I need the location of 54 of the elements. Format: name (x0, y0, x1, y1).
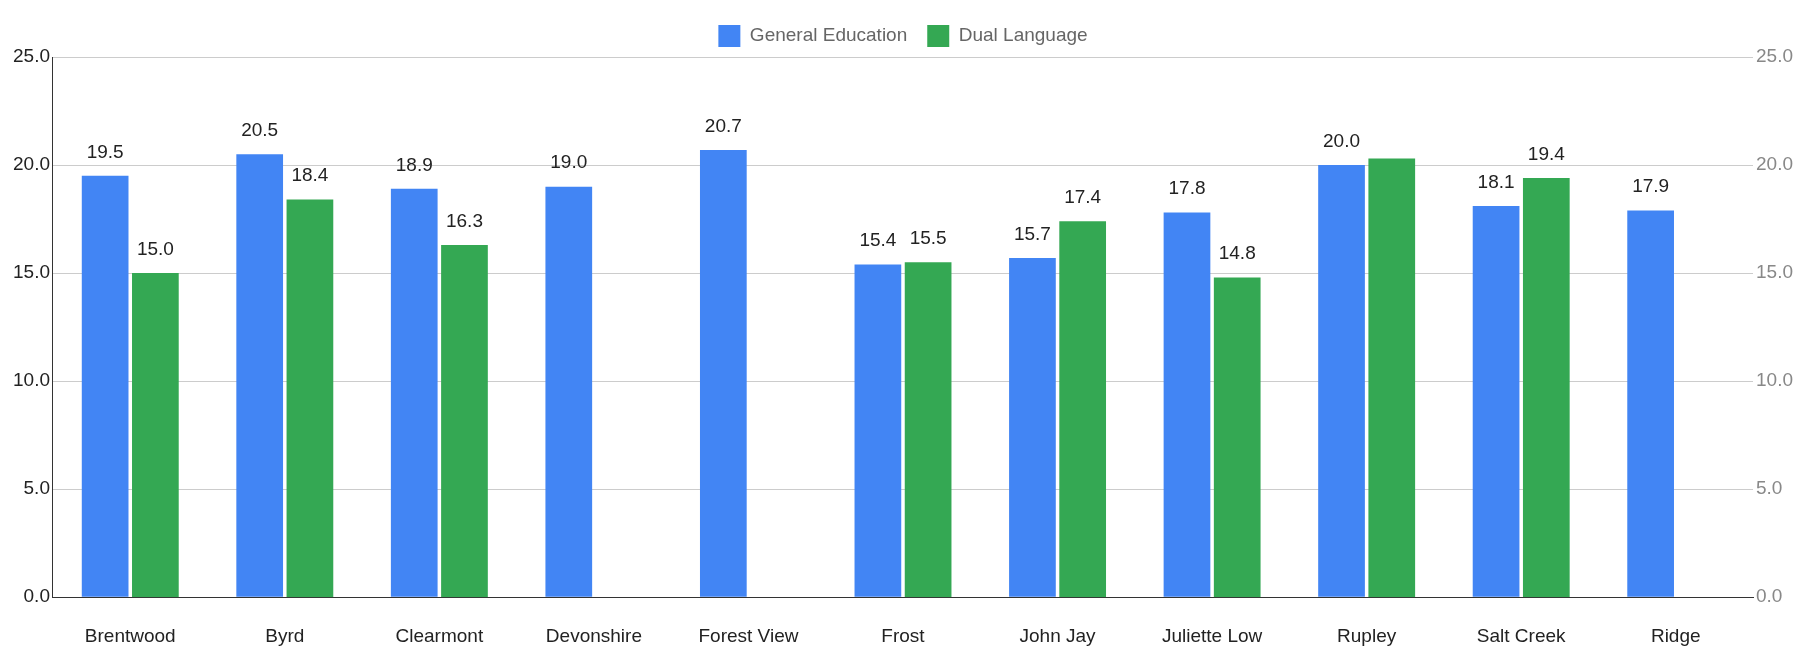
y-tick-label: 20.0 (13, 153, 50, 175)
legend-label: Dual Language (958, 24, 1088, 46)
y-tick-label: 10.0 (13, 369, 50, 391)
y-tick-label: 5.0 (23, 477, 50, 499)
y2-tick-label: 20.0 (1756, 153, 1793, 175)
data-label: 20.7 (704, 114, 742, 136)
bar (1059, 221, 1107, 598)
data-label: 19.4 (1527, 142, 1566, 164)
data-label: 20.0 (1323, 129, 1361, 151)
data-label: 15.0 (136, 237, 174, 259)
x-tick-label: Juliette Low (1161, 624, 1263, 646)
x-tick-label: Byrd (265, 624, 305, 646)
x-tick-label: Salt Creek (1476, 624, 1567, 646)
y2-tick-label: 25.0 (1756, 45, 1793, 67)
data-label: 14.8 (1218, 242, 1256, 264)
bar (81, 175, 129, 597)
x-tick-label: John Jay (1019, 624, 1097, 646)
x-tick-label: Brentwood (84, 624, 176, 646)
data-label: 18.4 (291, 164, 329, 186)
data-label: 17.4 (1064, 185, 1102, 207)
x-tick-label: Ridge (1650, 624, 1701, 646)
data-label: 19.0 (550, 151, 588, 173)
data-label: 17.8 (1168, 177, 1206, 199)
x-tick-label: Devonshire (545, 624, 642, 646)
bar (699, 149, 747, 597)
bar (441, 244, 488, 598)
bar (1009, 257, 1056, 597)
y-tick-label: 0.0 (23, 585, 50, 607)
data-label: 15.7 (1013, 222, 1051, 244)
bar (132, 273, 179, 598)
data-label: 18.1 (1477, 170, 1515, 192)
y-tick-label: 25.0 (13, 45, 50, 67)
data-label: 18.9 (395, 153, 433, 175)
y2-tick-label: 10.0 (1756, 369, 1793, 391)
bar (1318, 165, 1365, 597)
bar (1627, 210, 1674, 597)
x-tick-label: Rupley (1337, 624, 1397, 646)
data-label: 19.5 (86, 140, 124, 162)
data-label: 16.3 (445, 209, 483, 231)
x-tick-label: Clearmont (395, 624, 484, 646)
y2-tick-label: 15.0 (1756, 261, 1793, 283)
bar (1368, 158, 1416, 598)
x-tick-label: Frost (881, 624, 926, 646)
data-label: 15.5 (909, 227, 947, 249)
y-tick-label: 15.0 (13, 261, 50, 283)
bar (390, 188, 438, 597)
data-label: 20.5 (241, 118, 279, 140)
bar (545, 186, 593, 597)
y2-tick-label: 5.0 (1756, 477, 1783, 499)
y2-tick-label: 0.0 (1756, 585, 1783, 607)
x-tick-label: Forest View (698, 624, 799, 646)
data-label: 15.4 (859, 229, 897, 251)
legend-label: General Education (749, 24, 908, 46)
data-label: 17.9 (1632, 175, 1670, 197)
